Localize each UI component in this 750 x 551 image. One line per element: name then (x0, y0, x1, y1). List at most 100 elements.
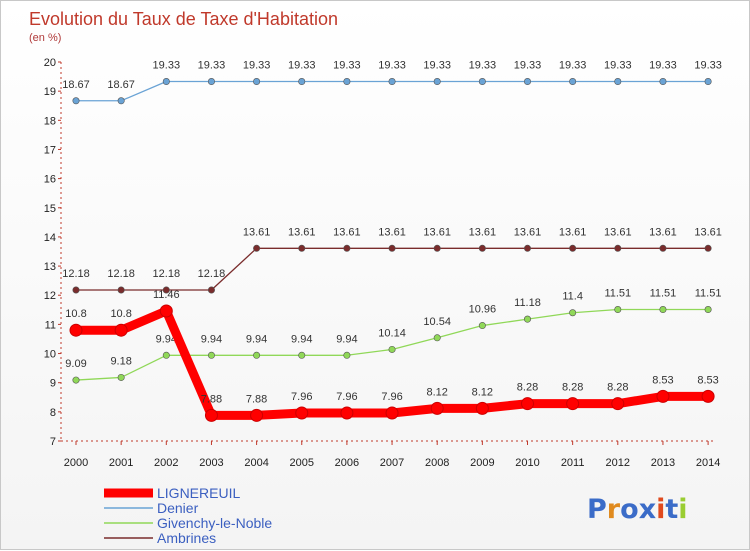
data-label-ambrines-2006: 13.61 (333, 226, 361, 238)
data-label-lignereuil-2009: 8.12 (472, 386, 493, 398)
data-label-lignereuil-2004: 7.88 (246, 393, 267, 405)
logo-letter-0: P (587, 494, 607, 525)
x-tick-label-2006: 2006 (335, 457, 359, 469)
point-givenchy-le-noble-2005 (298, 351, 306, 359)
point-givenchy-le-noble-2012 (614, 306, 622, 314)
data-label-givenchy-le-noble-2005: 9.94 (291, 333, 312, 345)
data-label-denier-2014: 19.33 (694, 60, 722, 72)
point-denier-2011 (569, 78, 577, 86)
data-label-ambrines-2007: 13.61 (378, 226, 406, 238)
point-givenchy-le-noble-2014 (704, 306, 712, 314)
point-givenchy-le-noble-2013 (659, 306, 667, 314)
data-label-givenchy-le-noble-2009: 10.96 (469, 304, 497, 316)
point-ambrines-2005 (298, 244, 306, 252)
data-label-lignereuil-2011: 8.28 (562, 382, 583, 394)
point-denier-2001 (117, 97, 125, 105)
x-tick-label-2013: 2013 (651, 457, 675, 469)
point-ambrines-2010 (523, 244, 531, 252)
point-ambrines-2001 (117, 286, 125, 294)
data-label-ambrines-2000: 12.18 (62, 268, 90, 280)
point-lignereuil-2012 (611, 397, 625, 411)
data-label-givenchy-le-noble-2006: 9.94 (336, 333, 357, 345)
data-label-givenchy-le-noble-2007: 10.14 (378, 327, 406, 339)
data-label-denier-2008: 19.33 (423, 60, 451, 72)
data-label-denier-2002: 19.33 (153, 60, 181, 72)
data-label-givenchy-le-noble-2001: 9.18 (110, 355, 131, 367)
y-tick-label-16: 16 (44, 174, 56, 186)
legend-label-3: Ambrines (157, 530, 216, 546)
point-lignereuil-2007 (385, 406, 399, 420)
data-label-denier-2012: 19.33 (604, 60, 632, 72)
series-lignereuil: 10.8 10.8 11.46 7.88 7.88 7.96 7.96 7.96 8.12 8.1… (65, 289, 719, 422)
legend-label-0: LIGNEREUIL (157, 485, 240, 501)
point-lignereuil-2010 (521, 397, 534, 411)
point-denier-2000 (72, 97, 80, 105)
y-tick-label-8: 8 (50, 407, 56, 419)
data-label-ambrines-2011: 13.61 (559, 226, 587, 238)
data-label-givenchy-le-noble-2004: 9.94 (246, 333, 267, 345)
point-denier-2009 (478, 78, 486, 86)
point-denier-2013 (659, 78, 667, 86)
point-ambrines-2012 (614, 244, 622, 252)
logo-letter-4: i (656, 494, 665, 525)
data-label-givenchy-le-noble-2003: 9.94 (201, 333, 222, 345)
y-tick-label-12: 12 (44, 290, 56, 302)
data-label-denier-2010: 19.33 (514, 60, 542, 72)
logo-text: Proxiti (587, 494, 688, 525)
data-label-ambrines-2002: 12.18 (153, 268, 181, 280)
logo-letter-3: x (639, 494, 656, 525)
data-label-denier-2011: 19.33 (559, 60, 587, 72)
data-label-ambrines-2003: 12.18 (198, 268, 226, 280)
data-label-ambrines-2008: 13.61 (423, 226, 451, 238)
point-givenchy-le-noble-2008 (433, 334, 441, 342)
data-label-ambrines-2004: 13.61 (243, 226, 271, 238)
point-ambrines-2011 (569, 244, 577, 252)
x-tick-label-2008: 2008 (425, 457, 449, 469)
data-label-givenchy-le-noble-2012: 11.51 (604, 288, 631, 300)
point-denier-2006 (343, 78, 351, 86)
point-lignereuil-2002 (159, 304, 173, 318)
point-givenchy-le-noble-2007 (388, 345, 396, 353)
data-label-lignereuil-2001: 10.8 (110, 308, 131, 320)
axes: 7 8 9 10 11 12 13 14 15 16 17 18 19 20 2000 2001 2002 200… (44, 57, 721, 469)
data-label-givenchy-le-noble-2014: 11.51 (695, 288, 722, 300)
data-label-lignereuil-2008: 8.12 (426, 386, 447, 398)
legend: LIGNEREUILDenierGivenchy-le-NobleAmbrine… (104, 485, 272, 546)
x-tick-label-2007: 2007 (380, 457, 404, 469)
point-givenchy-le-noble-2002 (162, 351, 170, 359)
point-givenchy-le-noble-2011 (569, 309, 577, 317)
data-label-ambrines-2012: 13.61 (604, 226, 632, 238)
legend-label-1: Denier (157, 500, 199, 516)
point-givenchy-le-noble-2010 (523, 315, 531, 323)
point-lignereuil-2006 (340, 406, 354, 420)
x-tick-label-2000: 2000 (64, 457, 88, 469)
data-label-denier-2006: 19.33 (333, 60, 361, 72)
point-ambrines-2004 (253, 244, 261, 252)
x-tick-label-2009: 2009 (470, 457, 494, 469)
point-lignereuil-2001 (114, 323, 128, 337)
data-label-denier-2000: 18.67 (62, 79, 90, 91)
y-tick-label-13: 13 (44, 261, 56, 273)
data-label-denier-2001: 18.67 (107, 79, 135, 91)
point-givenchy-le-noble-2006 (343, 351, 351, 359)
data-label-ambrines-2014: 13.61 (694, 226, 722, 238)
data-label-ambrines-2001: 12.18 (107, 268, 135, 280)
point-ambrines-2007 (388, 244, 396, 252)
y-tick-label-20: 20 (44, 57, 56, 69)
x-tick-label-2012: 2012 (606, 457, 630, 469)
point-ambrines-2008 (433, 244, 441, 252)
point-givenchy-le-noble-2004 (253, 351, 261, 359)
point-lignereuil-2009 (475, 401, 489, 415)
point-denier-2012 (614, 78, 622, 86)
chart-subtitle: (en %) (29, 32, 61, 44)
series-ambrines: 12.18 12.18 12.18 12.18 13.61 13.61 13.61 13.61… (62, 226, 722, 294)
data-label-lignereuil-2013: 8.53 (652, 374, 673, 386)
series-givenchy-le-noble: 9.09 9.18 9.94 9.94 9.94 9.94 9.94 10.14 10.54 10… (65, 288, 721, 384)
x-tick-label-2004: 2004 (244, 457, 268, 469)
point-ambrines-2002 (162, 286, 170, 294)
data-label-givenchy-le-noble-2013: 11.51 (650, 288, 677, 300)
data-label-lignereuil-2000: 10.8 (65, 308, 86, 320)
x-tick-label-2005: 2005 (290, 457, 314, 469)
point-ambrines-2013 (659, 244, 667, 252)
